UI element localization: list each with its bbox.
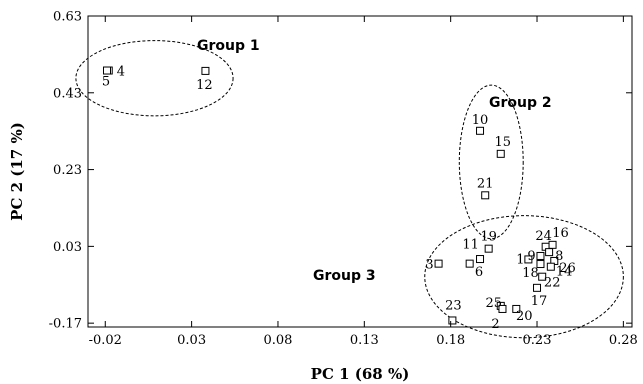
x-tick-label: 0.18 [436, 333, 465, 348]
group-label: Group 1 [197, 38, 260, 54]
point-label: 1 [516, 252, 524, 267]
point-label: 3 [425, 258, 433, 273]
data-point [476, 126, 485, 135]
y-tick-label: 0.03 [53, 240, 82, 255]
point-label: 26 [559, 261, 576, 276]
x-tick-label: 0.23 [523, 333, 552, 348]
y-tick-label: -0.17 [49, 317, 82, 332]
point-label: 16 [552, 226, 569, 241]
data-points [102, 66, 559, 325]
group-ellipse [75, 40, 234, 117]
y-axis-title: PC 2 (17 %) [8, 122, 26, 221]
data-point [481, 191, 490, 200]
data-point [448, 316, 457, 325]
data-point [498, 304, 507, 313]
data-point [496, 149, 505, 158]
point-label: 18 [522, 266, 539, 281]
x-tick-label: 0.08 [263, 333, 292, 348]
group-labels: Group 1 Group 2 Group 3 [197, 38, 552, 284]
group-ellipses [75, 40, 624, 339]
point-label: 24 [535, 229, 552, 244]
data-point [524, 255, 533, 264]
data-point [476, 255, 485, 264]
point-label: 21 [477, 176, 494, 191]
group-ellipse [424, 215, 624, 339]
point-label: 17 [531, 294, 548, 309]
y-tick-label: 0.63 [53, 10, 82, 25]
y-tick-label: 0.43 [53, 86, 82, 101]
point-label: 9 [527, 249, 535, 264]
point-label: 10 [472, 113, 489, 128]
point-label: 15 [494, 135, 511, 150]
data-point [545, 248, 554, 257]
point-label: 14 [556, 265, 573, 280]
point-label: 8 [555, 249, 563, 264]
data-point [102, 66, 111, 75]
data-point [533, 283, 542, 292]
data-point [465, 259, 474, 268]
data-point [536, 260, 545, 269]
point-label: 20 [516, 309, 533, 324]
point-label: 11 [462, 238, 479, 253]
data-point [484, 244, 493, 253]
y-axis-ticks: -0.17 0.03 0.23 0.43 0.63 [49, 10, 632, 332]
point-label: 22 [544, 276, 561, 291]
x-tick-label: -0.02 [89, 333, 122, 348]
data-point [538, 272, 547, 281]
group-label: Group 3 [313, 268, 376, 284]
point-label: 4 [117, 65, 125, 80]
point-label: 19 [480, 230, 497, 245]
point-label: 6 [475, 265, 483, 280]
x-tick-label: 0.13 [350, 333, 379, 348]
x-tick-label: 0.03 [177, 333, 206, 348]
data-point [434, 259, 443, 268]
point-label: 23 [445, 298, 462, 313]
x-axis-ticks: -0.02 0.03 0.08 0.13 0.18 0.23 0.28 [89, 16, 638, 348]
plot-frame [87, 15, 633, 328]
x-axis-title: PC 1 (68 %) [311, 365, 410, 383]
data-point [546, 262, 555, 271]
data-point [201, 66, 210, 75]
point-label: 25 [485, 296, 502, 311]
data-point [512, 304, 521, 313]
point-label: 12 [196, 78, 213, 93]
point-label: 2 [491, 317, 499, 332]
x-tick-label: 0.28 [609, 333, 638, 348]
y-tick-label: 0.23 [53, 163, 82, 178]
data-point [536, 251, 545, 260]
point-label: 5 [102, 75, 110, 90]
group-ellipse [458, 84, 524, 240]
group-label: Group 2 [489, 95, 552, 111]
